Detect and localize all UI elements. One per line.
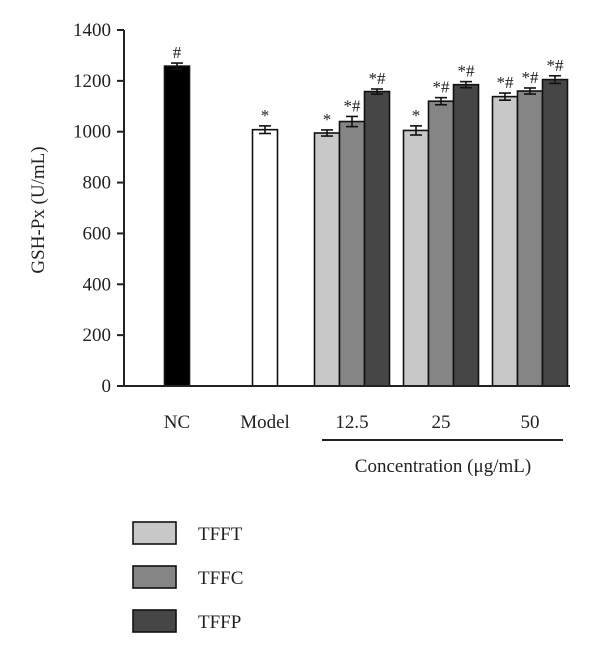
bar (516, 90, 544, 387)
bar (452, 83, 480, 387)
significance-label: *# (547, 56, 565, 75)
legend-label: TFFP (198, 612, 241, 633)
bar (491, 95, 519, 387)
y-tick-label: 1200 (73, 71, 111, 92)
y-tick-label: 800 (83, 173, 112, 194)
y-tick-label: 600 (83, 223, 112, 244)
legend-swatch-tfft (132, 521, 177, 545)
significance-label: *# (458, 62, 476, 81)
y-tick-label: 1400 (73, 20, 111, 41)
y-tick-label: 0 (102, 376, 112, 397)
bar (338, 120, 366, 387)
legend: TFFT TFFC TFFP (132, 521, 243, 633)
significance-label: *# (522, 68, 540, 87)
legend-swatch-tffp (132, 609, 177, 633)
bar (251, 128, 279, 387)
y-axis: 0 200 400 600 800 1000 1200 1400 (73, 20, 125, 397)
x-tick-label: Model (240, 412, 290, 433)
significance-label: * (323, 110, 332, 129)
bar (313, 132, 341, 387)
x-tick-label: 12.5 (335, 412, 368, 433)
y-tick-label: 400 (83, 274, 112, 295)
x-tick-label: NC (164, 412, 190, 433)
y-tick-label: 200 (83, 325, 112, 346)
significance-label: *# (369, 69, 387, 88)
x-axis-label: Concentration (μg/mL) (355, 456, 531, 477)
bar (363, 90, 391, 387)
significance-label: * (261, 106, 270, 125)
legend-label: TFFT (198, 524, 243, 545)
bar (427, 100, 455, 387)
significance-label: * (412, 106, 421, 125)
y-tick-label: 1000 (73, 122, 111, 143)
significance-label: *# (497, 73, 515, 92)
y-axis-label: GSH-Px (U/mL) (28, 146, 49, 273)
significance-label: *# (433, 78, 451, 97)
legend-swatch-tffc (132, 565, 177, 589)
bar (163, 65, 191, 387)
x-tick-label: 50 (521, 412, 540, 433)
bar (402, 129, 430, 387)
bars-group: # * * *# *# * *# *# *# *# *# (163, 43, 569, 387)
significance-label: *# (344, 96, 362, 115)
legend-label: TFFC (198, 568, 243, 589)
bar (541, 78, 569, 387)
significance-label: # (173, 43, 182, 62)
x-tick-label: 25 (432, 412, 451, 433)
x-axis: NC Model 12.5 25 50 (124, 385, 570, 433)
